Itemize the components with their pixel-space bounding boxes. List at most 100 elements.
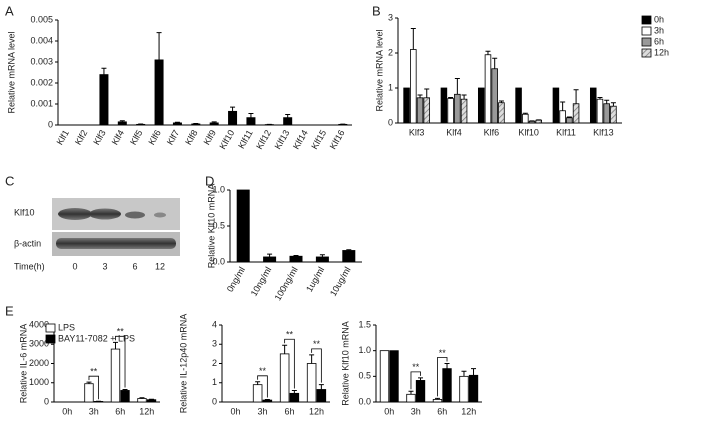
error-bar (211, 121, 217, 123)
error-bar (122, 388, 128, 391)
bar (137, 398, 147, 403)
blot-lane-label: 12 (155, 261, 165, 271)
bar (146, 399, 157, 403)
blot-lane-label: 6 (132, 261, 137, 271)
y-tick-label: 0.0 (358, 396, 371, 406)
bar (306, 363, 317, 403)
error-bar (139, 397, 145, 399)
x-tick-label: Klf3 (409, 127, 425, 137)
error-bar (293, 255, 299, 257)
bar (460, 98, 468, 124)
bar (515, 87, 522, 124)
y-tick-label: 3000 (29, 339, 49, 349)
significance-bracket (257, 375, 268, 398)
bar (522, 113, 529, 124)
error-bar (461, 94, 467, 100)
x-tick-label: Klf8 (183, 128, 199, 146)
x-tick-label: 3h (257, 406, 267, 416)
bar (528, 120, 536, 124)
bar (283, 117, 293, 126)
x-tick-label: Klf11 (556, 127, 576, 137)
significance-bracket (115, 335, 126, 388)
error-bar (408, 390, 414, 395)
error-bar (522, 112, 528, 115)
legend-swatch (641, 15, 652, 25)
bar (447, 98, 454, 124)
x-tick-label: 3h (411, 406, 421, 416)
significance-bracket (437, 357, 448, 397)
blot-band (58, 208, 92, 220)
bar (416, 97, 424, 124)
x-tick-label: 12h (461, 406, 476, 416)
x-tick-label: 100ng/ml (273, 265, 300, 302)
y-tick-label: 1.0 (212, 184, 225, 194)
bar (596, 98, 604, 124)
x-tick-label: 0h (230, 406, 240, 416)
x-tick-label: 6h (115, 406, 125, 416)
legend-label: LPS (58, 322, 75, 332)
error-bar (498, 100, 504, 103)
y-axis-label: Relative Klf10 mRNA (340, 321, 350, 406)
error-bar (424, 88, 430, 98)
blot-lane-label: 3 (102, 261, 107, 271)
y-tick-label: 0.0 (212, 256, 225, 266)
error-bar (86, 381, 92, 384)
significance-label: ** (412, 362, 420, 372)
significance-label: ** (439, 348, 447, 358)
error-bar (434, 397, 440, 400)
y-axis-label: Relative Klf10 mRNA (206, 184, 216, 269)
y-tick-label: 1.5 (358, 319, 371, 329)
x-tick-label: Klf4 (110, 128, 126, 146)
bar (262, 399, 273, 403)
bar (120, 390, 130, 403)
error-bar (318, 384, 324, 390)
bar (589, 87, 597, 124)
bar (484, 54, 492, 124)
bar (535, 119, 543, 124)
bar (468, 374, 479, 403)
y-tick-label: 1000 (29, 377, 49, 387)
error-bar (448, 96, 454, 99)
bar (498, 102, 505, 124)
x-tick-label: Klf6 (146, 128, 162, 146)
x-tick-label: 1ug/ml (304, 265, 326, 293)
bar (403, 87, 410, 124)
y-axis-label: Relative mRNA level (6, 31, 16, 113)
x-tick-label: Klf5 (128, 128, 144, 146)
bar (389, 350, 399, 403)
significance-bracket (284, 338, 295, 389)
legend-label: 0h (654, 14, 664, 24)
x-tick-label: Klf13 (273, 128, 292, 151)
legend-label: 3h (654, 25, 664, 35)
x-tick-label: Klf11 (236, 128, 255, 150)
error-bar (597, 96, 603, 100)
y-tick-label: 1 (212, 377, 217, 387)
bar (379, 350, 390, 403)
bar (459, 375, 469, 403)
x-tick-label: 6h (437, 406, 447, 416)
error-bar (346, 249, 352, 251)
blot-lane-label: 0 (72, 261, 77, 271)
bar (477, 87, 485, 124)
blot-band (89, 208, 121, 220)
x-tick-label: 0h (384, 406, 394, 416)
x-tick-label: Klf15 (309, 128, 328, 151)
error-bar (248, 112, 254, 118)
significance-bracket (88, 375, 99, 400)
x-tick-label: Klf12 (254, 128, 273, 151)
error-bar (267, 253, 273, 257)
y-tick-label: 0.003 (30, 56, 53, 66)
bar (289, 255, 303, 263)
y-tick-label: 2000 (29, 358, 49, 368)
bar (442, 368, 452, 403)
error-bar (174, 121, 180, 123)
western-blot: Klf10 β-actin Time(h) 0 3 6 12 (14, 198, 180, 271)
legend-swatch (45, 323, 56, 333)
error-bar (255, 381, 261, 385)
panel-label: C (5, 173, 14, 188)
error-bar (604, 99, 610, 104)
error-bar (573, 89, 579, 104)
x-tick-label: 0h (62, 406, 72, 416)
bar (117, 121, 127, 126)
legend-label: 12h (654, 47, 669, 57)
